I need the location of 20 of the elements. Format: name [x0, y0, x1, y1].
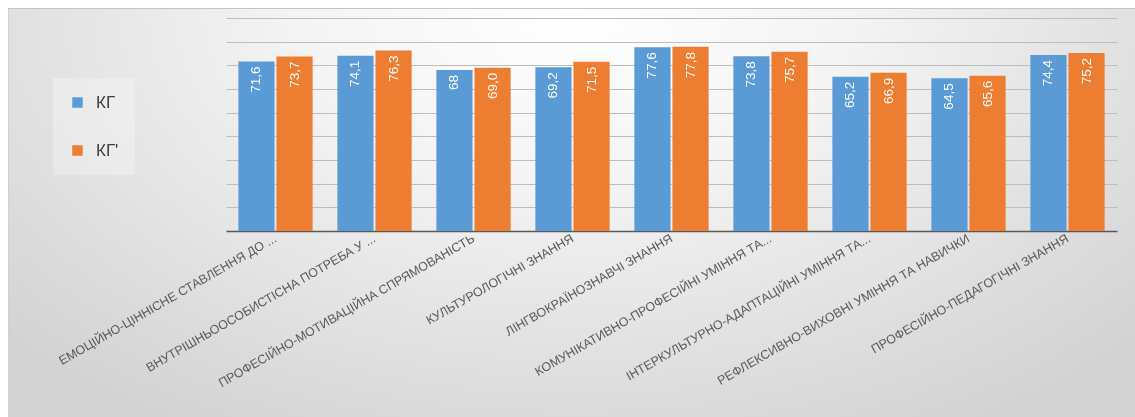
legend-label: КГ [96, 92, 116, 112]
data-label: 74,4 [1040, 59, 1056, 87]
data-label: 69,0 [484, 72, 500, 99]
data-label: 74,1 [347, 60, 363, 87]
data-label: 65,2 [842, 81, 858, 108]
data-label: 77,6 [644, 52, 660, 79]
data-label: 68 [446, 75, 462, 91]
data-label: 75,7 [781, 56, 797, 84]
data-label: 73,8 [743, 61, 759, 88]
data-label: 75,2 [1078, 58, 1094, 85]
data-label: 76,3 [385, 55, 401, 82]
data-label: 77,8 [682, 51, 698, 79]
data-label: 65,6 [979, 80, 995, 108]
data-label: 66,9 [880, 77, 896, 104]
data-label: 64,5 [941, 83, 957, 110]
data-label: 71,6 [248, 66, 264, 93]
data-label: 73,7 [286, 61, 302, 88]
data-label: 69,2 [545, 72, 561, 99]
data-label: 71,5 [583, 66, 599, 94]
legend-label: КГ' [96, 140, 119, 160]
